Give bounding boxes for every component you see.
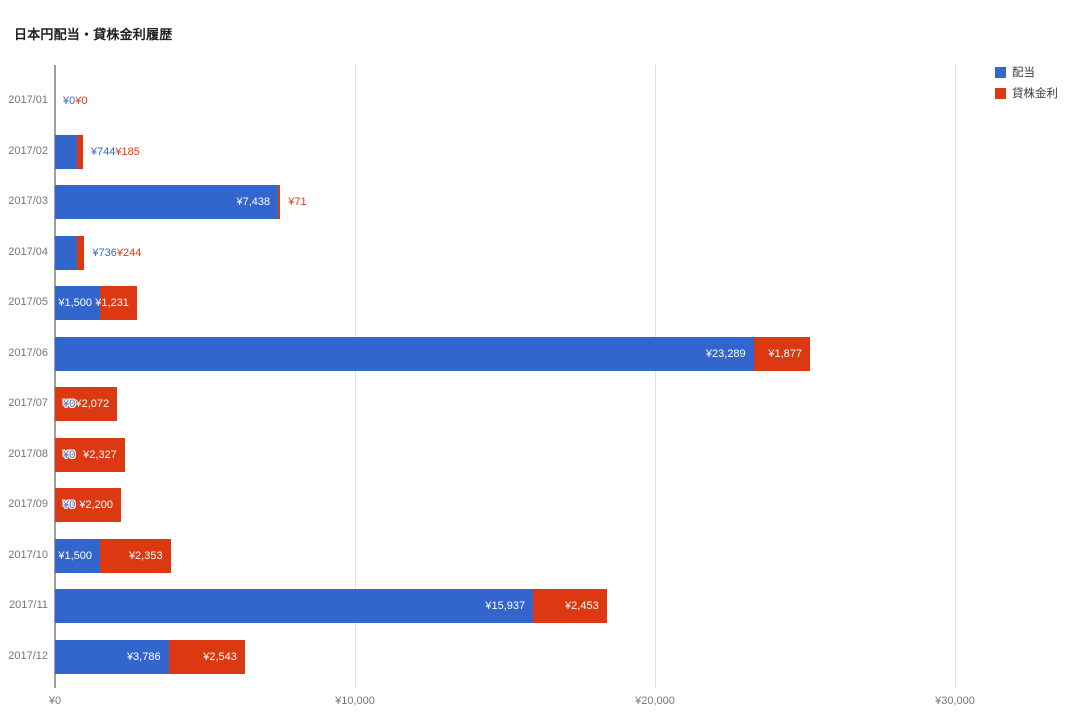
- category-label: 2017/07: [8, 397, 48, 409]
- dividend-value-label: ¥0: [63, 448, 76, 461]
- interest-value-label: ¥0: [75, 95, 88, 107]
- legend-item-interest: 貸株金利: [995, 85, 1058, 101]
- legend-label: 配当: [1012, 67, 1035, 79]
- dividend-value-label: ¥0: [63, 398, 76, 410]
- dividend-bar-2017-04[interactable]: [55, 235, 78, 270]
- category-label: 2017/01: [8, 94, 48, 106]
- category-label: 2017/12: [8, 649, 48, 662]
- x-tick-label: ¥20,000: [635, 695, 675, 707]
- category-label: 2017/08: [8, 447, 48, 460]
- interest-bar-2017-11[interactable]: [533, 589, 607, 623]
- dividend-bar-2017-06[interactable]: [55, 336, 754, 371]
- legend-item-dividend: 配当: [995, 64, 1058, 80]
- dividend-value-label: ¥3,786: [126, 650, 161, 663]
- chart-title: 日本円配当・貸株金利履歴: [14, 27, 173, 42]
- outside-value-labels: ¥736¥244: [92, 236, 141, 270]
- x-tick-label: ¥10,000: [335, 695, 375, 707]
- dividend-value-label: ¥1,500: [58, 549, 92, 562]
- category-label: 2017/03: [8, 195, 48, 207]
- category-label: 2017/06: [8, 346, 48, 359]
- dividend-bar-2017-02[interactable]: [55, 134, 78, 169]
- dividend-value-label: ¥0: [63, 95, 76, 107]
- interest-bar-2017-07[interactable]: [55, 387, 118, 421]
- interest-bar-2017-03[interactable]: [278, 185, 281, 219]
- category-label: 2017/04: [8, 245, 48, 258]
- dividend-value-label: ¥0: [63, 499, 76, 511]
- interest-value-label: ¥244: [116, 246, 142, 259]
- category-label: 2017/11: [9, 599, 48, 611]
- dividend-value-label: ¥7,438: [236, 196, 271, 208]
- interest-value-label: ¥2,072: [75, 398, 110, 410]
- interest-bar-2017-08[interactable]: [55, 437, 125, 472]
- outside-value-labels: ¥744¥185: [91, 135, 140, 169]
- interest-bar-2017-04[interactable]: [77, 235, 85, 270]
- legend-swatch: [995, 87, 1006, 99]
- interest-value-label: ¥71: [288, 196, 307, 208]
- category-label: 2017/02: [8, 144, 48, 157]
- interest-value-label: ¥2,453: [565, 600, 599, 612]
- interest-bar-2017-05[interactable]: [100, 286, 137, 320]
- dividend-bar-2017-11[interactable]: [55, 589, 534, 623]
- dividend-value-label: ¥744: [90, 145, 116, 158]
- dividend-bar-2017-03[interactable]: [55, 185, 279, 219]
- gridline-20000: [655, 65, 656, 688]
- dividend-value-label: ¥736: [92, 246, 117, 259]
- interest-bar-2017-09[interactable]: [55, 488, 121, 522]
- dividend-bar-2017-05[interactable]: [55, 286, 100, 320]
- interest-value-label: ¥2,353: [128, 549, 163, 562]
- gridline-10000: [355, 65, 356, 688]
- dividend-value-label: ¥15,937: [485, 600, 526, 612]
- gridline-30000: [955, 65, 956, 688]
- interest-value-label: ¥2,200: [79, 499, 113, 511]
- dividend-value-label: ¥23,289: [705, 347, 746, 360]
- interest-value-label: ¥2,327: [83, 448, 117, 461]
- x-tick-label: ¥0: [48, 695, 62, 707]
- dividend-bar-2017-10[interactable]: [55, 538, 100, 573]
- legend-label: 貸株金利: [1012, 88, 1058, 100]
- interest-bar-2017-10[interactable]: [100, 538, 171, 573]
- interest-bar-2017-12[interactable]: [168, 639, 245, 674]
- category-label: 2017/05: [8, 296, 48, 308]
- interest-bar-2017-02[interactable]: [77, 134, 83, 169]
- interest-value-label: ¥1,231: [95, 297, 129, 309]
- interest-value-label: ¥185: [115, 145, 140, 158]
- outside-value-labels: ¥0¥0: [63, 84, 88, 118]
- dividend-bar-2017-12[interactable]: [55, 639, 169, 674]
- interest-bar-2017-06[interactable]: [753, 336, 810, 371]
- dividend-value-label: ¥1,500: [58, 297, 92, 309]
- legend-swatch: [995, 66, 1006, 78]
- interest-value-label: ¥2,543: [203, 650, 237, 663]
- legend: 配当 貸株金利: [995, 64, 1058, 106]
- x-tick-label: ¥30,000: [935, 695, 975, 707]
- y-axis-line: [54, 65, 56, 688]
- category-label: 2017/09: [8, 498, 48, 510]
- category-label: 2017/10: [8, 548, 48, 561]
- interest-value-label: ¥1,877: [768, 347, 802, 360]
